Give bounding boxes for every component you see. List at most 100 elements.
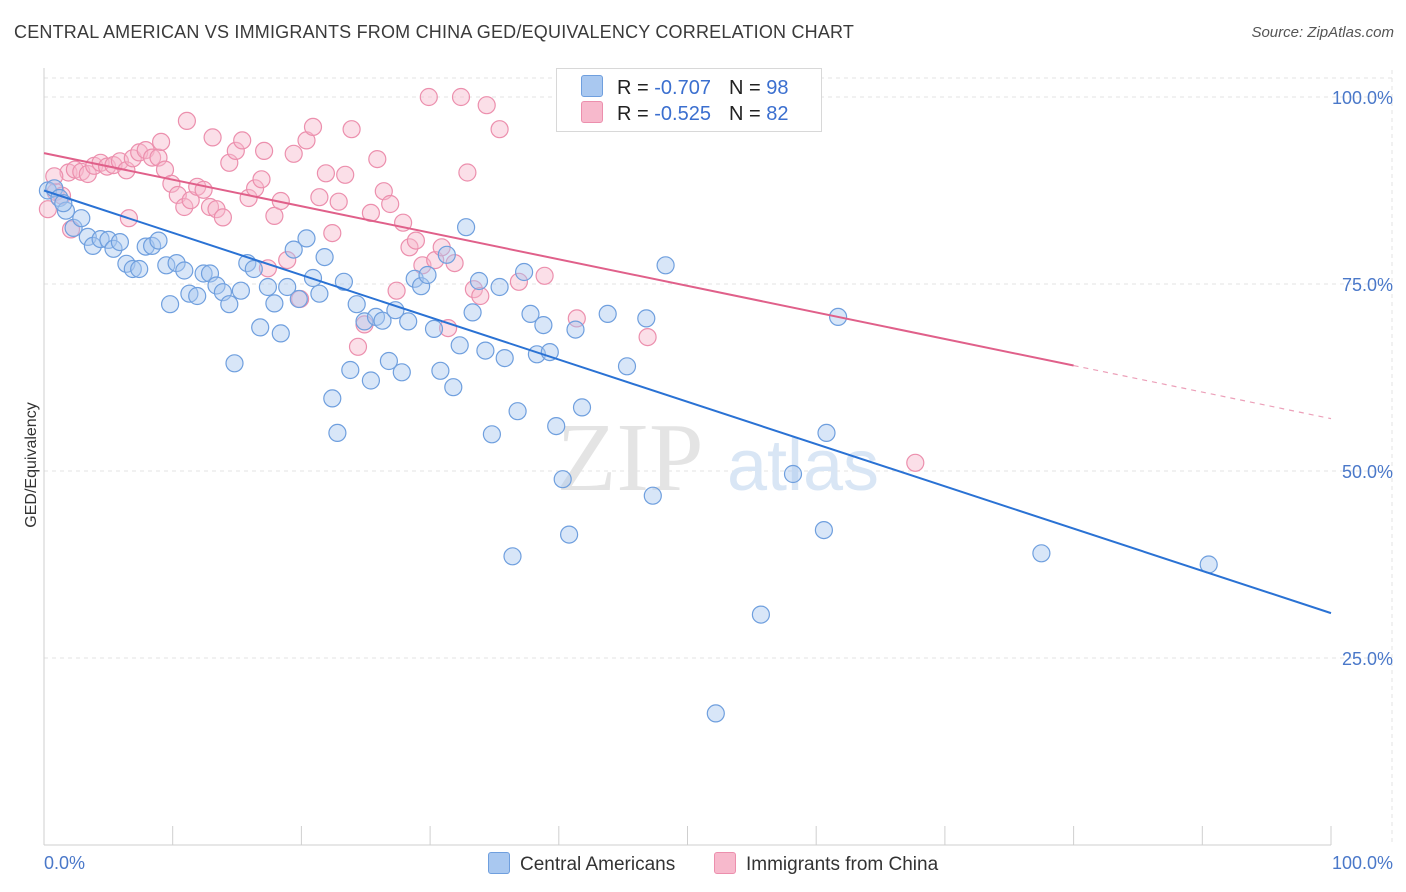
- point-central-americans: [99, 230, 118, 249]
- point-central-americans: [297, 229, 316, 248]
- point-central-americans: [355, 312, 374, 331]
- point-central-americans: [220, 295, 239, 314]
- point-china: [400, 238, 419, 257]
- bottom-legend-swatch-blue: [488, 852, 510, 874]
- point-central-americans: [431, 361, 450, 380]
- point-china: [255, 141, 274, 160]
- legend: R = -0.707 N = 98 R = -0.525 N = 82: [556, 68, 822, 132]
- point-central-americans: [379, 351, 398, 371]
- grid: [44, 70, 1393, 845]
- point-central-americans: [72, 209, 91, 228]
- point-central-americans: [706, 704, 725, 723]
- point-china: [213, 208, 232, 227]
- point-central-americans: [289, 289, 308, 309]
- point-central-americans: [572, 398, 592, 417]
- point-central-americans: [373, 311, 392, 330]
- point-central-americans: [521, 304, 540, 323]
- point-central-americans: [328, 423, 347, 442]
- point-central-americans: [783, 464, 803, 484]
- point-central-americans: [188, 286, 207, 306]
- point-central-americans: [258, 277, 277, 297]
- point-china: [477, 96, 496, 115]
- bottom-legend-label: Immigrants from China: [746, 854, 939, 875]
- point-central-americans: [361, 371, 380, 390]
- trend-lines: [43, 152, 1332, 615]
- point-china: [451, 87, 471, 107]
- legend-n-value: 98: [766, 77, 789, 99]
- point-central-americans: [161, 295, 180, 314]
- point-central-americans: [412, 277, 431, 296]
- point-china: [342, 120, 361, 139]
- point-central-americans: [323, 389, 342, 408]
- point-central-americans: [225, 354, 244, 373]
- point-central-americans: [482, 425, 501, 444]
- point-china: [303, 117, 323, 137]
- legend-row-china: R = -0.525 N = 82: [581, 101, 788, 127]
- x-tick-label: 0.0%: [44, 853, 85, 873]
- point-central-americans: [553, 470, 572, 489]
- point-central-americans: [123, 259, 142, 279]
- legend-swatch-pink: [581, 101, 603, 123]
- point-china: [258, 259, 277, 278]
- y-axis-label: GED/Equivalency: [23, 402, 40, 527]
- point-central-americans: [149, 231, 168, 250]
- point-central-americans: [64, 218, 83, 237]
- point-central-americans: [271, 324, 290, 343]
- point-china: [336, 165, 355, 184]
- point-central-americans: [399, 312, 418, 331]
- point-central-americans: [508, 402, 527, 421]
- point-central-americans: [598, 304, 617, 323]
- point-china: [419, 87, 438, 107]
- point-china: [509, 272, 529, 291]
- point-china: [226, 141, 245, 160]
- point-central-americans: [244, 259, 263, 279]
- watermark: ZIP atlas: [557, 404, 880, 512]
- series-china-points: [38, 87, 925, 472]
- point-central-americans: [392, 363, 411, 382]
- chart-title: CENTRAL AMERICAN VS IMMIGRANTS FROM CHIN…: [14, 22, 855, 42]
- point-central-americans: [450, 336, 469, 355]
- point-china: [638, 328, 657, 347]
- legend-swatch-blue: [581, 75, 603, 97]
- x-tick-label: 100.0%: [1332, 853, 1393, 873]
- point-central-americans: [284, 240, 303, 259]
- point-central-americans: [386, 301, 405, 320]
- point-china: [152, 132, 171, 151]
- bottom-legend-swatch-pink: [714, 852, 736, 874]
- point-central-americans: [334, 272, 353, 291]
- point-china: [233, 131, 252, 150]
- point-central-americans: [656, 256, 675, 275]
- y-tick-label: 25.0%: [1342, 649, 1393, 669]
- point-china: [177, 111, 196, 131]
- point-central-americans: [643, 486, 662, 505]
- point-central-americans: [495, 349, 514, 368]
- point-central-americans: [278, 277, 297, 297]
- point-central-americans: [437, 245, 456, 264]
- point-central-americans: [751, 605, 771, 624]
- legend-r-label: R =: [617, 77, 649, 99]
- point-central-americans: [637, 309, 656, 328]
- point-central-americans: [424, 319, 444, 338]
- legend-r-label: R =: [617, 103, 649, 125]
- point-china: [471, 286, 490, 306]
- point-china: [203, 128, 222, 147]
- point-central-americans: [310, 284, 329, 303]
- point-central-americans: [110, 233, 130, 252]
- y-tick-label: 75.0%: [1342, 275, 1393, 295]
- point-central-americans: [1032, 544, 1051, 563]
- point-central-americans: [547, 417, 566, 436]
- point-china: [458, 163, 477, 182]
- point-central-americans: [167, 254, 186, 273]
- point-china: [348, 337, 368, 356]
- watermark-atlas: atlas: [727, 426, 879, 506]
- legend-r-value: -0.525: [654, 103, 711, 125]
- watermark-zip: ZIP: [557, 404, 704, 512]
- point-central-americans: [194, 264, 213, 283]
- point-china: [329, 192, 348, 211]
- point-central-americans: [457, 218, 476, 237]
- legend-n-label: N =: [728, 103, 761, 125]
- point-central-americans: [251, 318, 270, 337]
- trend-line-china: [43, 152, 1074, 367]
- legend-row-central-americans: R = -0.707 N = 98: [581, 75, 788, 101]
